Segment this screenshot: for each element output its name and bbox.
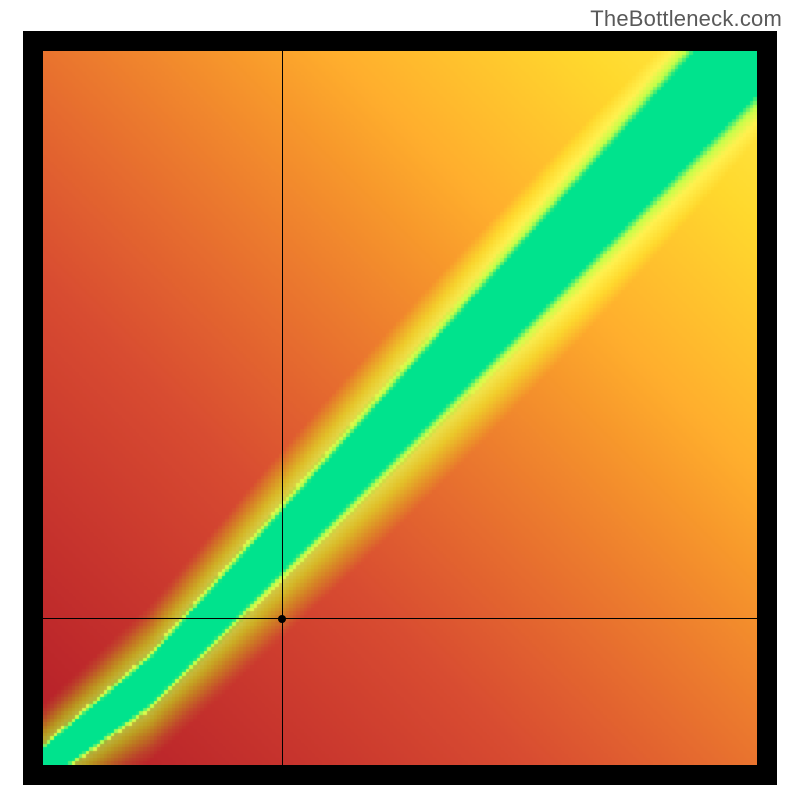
crosshair-vertical [282, 51, 283, 765]
watermark-text: TheBottleneck.com [590, 6, 782, 32]
chart-frame [23, 31, 777, 785]
heatmap-canvas [43, 51, 757, 765]
bottleneck-marker [278, 615, 286, 623]
crosshair-horizontal [43, 618, 757, 619]
plot-area [43, 51, 757, 765]
